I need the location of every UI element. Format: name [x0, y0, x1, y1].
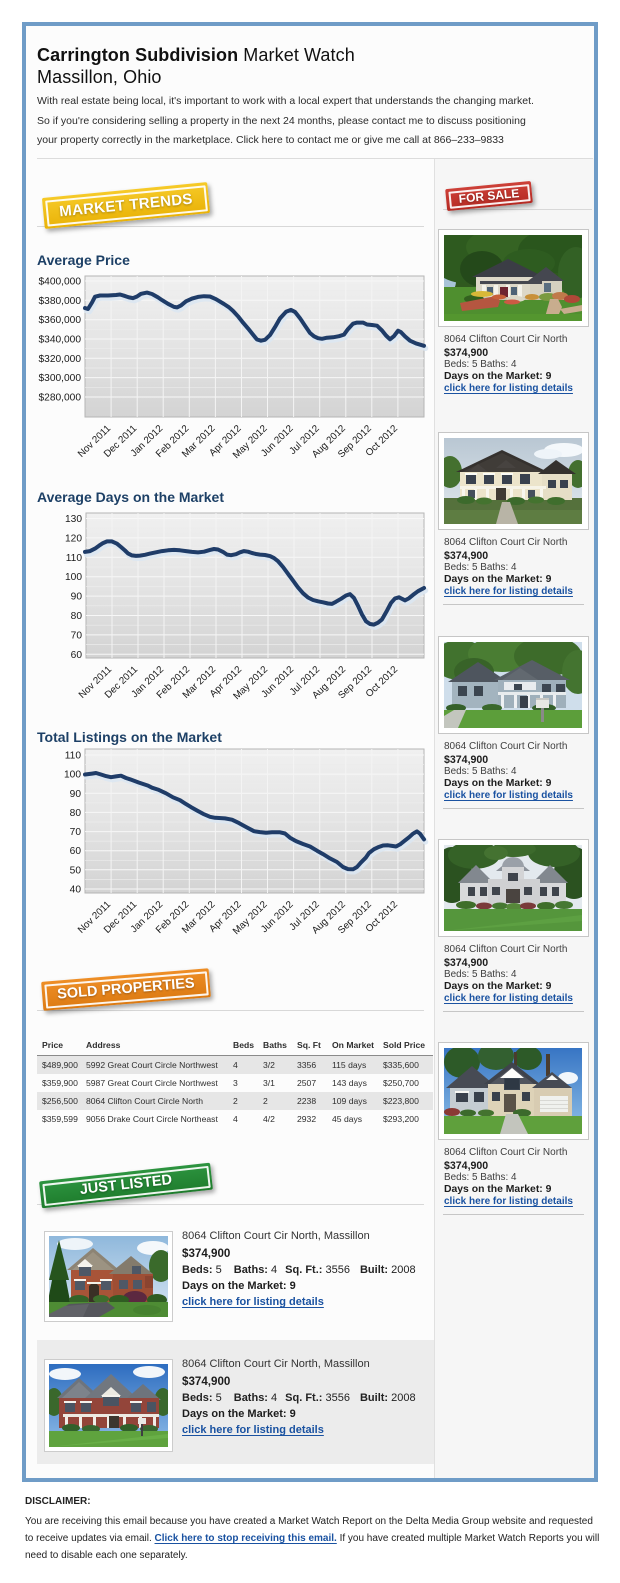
svg-text:50: 50: [70, 865, 82, 876]
svg-text:100: 100: [64, 770, 81, 781]
svg-text:40: 40: [70, 885, 82, 896]
svg-text:$360,000: $360,000: [39, 315, 82, 326]
svg-text:110: 110: [66, 553, 83, 564]
svg-text:$340,000: $340,000: [39, 335, 82, 346]
svg-text:90: 90: [70, 789, 82, 800]
svg-text:100: 100: [65, 572, 82, 583]
svg-text:$400,000: $400,000: [39, 277, 82, 288]
svg-text:80: 80: [70, 808, 82, 819]
svg-text:$300,000: $300,000: [39, 373, 82, 384]
svg-text:110: 110: [65, 751, 82, 762]
svg-text:60: 60: [71, 650, 83, 661]
svg-text:120: 120: [65, 533, 82, 544]
svg-text:70: 70: [70, 827, 82, 838]
svg-text:70: 70: [71, 630, 83, 641]
svg-text:$380,000: $380,000: [39, 296, 82, 307]
svg-text:$280,000: $280,000: [39, 393, 82, 404]
svg-text:60: 60: [70, 846, 82, 857]
svg-text:80: 80: [71, 611, 83, 622]
svg-text:90: 90: [71, 592, 83, 603]
svg-text:130: 130: [65, 514, 82, 525]
svg-text:$320,000: $320,000: [39, 354, 82, 365]
